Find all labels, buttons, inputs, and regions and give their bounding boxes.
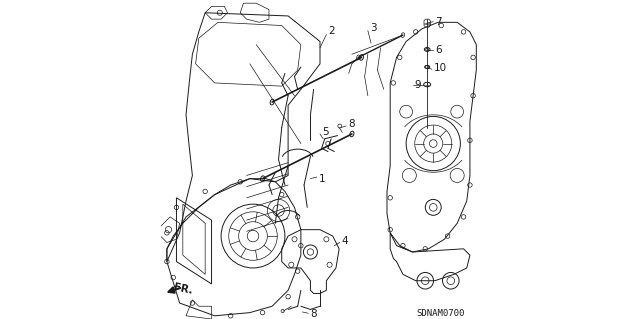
Text: 3: 3	[371, 23, 377, 33]
Text: SDNAM0700: SDNAM0700	[417, 309, 465, 318]
Text: 6: 6	[435, 45, 442, 56]
Text: FR.: FR.	[173, 282, 194, 296]
Text: 4: 4	[342, 236, 348, 246]
Text: 7: 7	[435, 17, 442, 27]
Text: 8: 8	[348, 119, 355, 130]
Text: 9: 9	[415, 80, 421, 91]
Text: 2: 2	[328, 26, 335, 36]
Text: 5: 5	[322, 127, 328, 137]
Text: 10: 10	[434, 63, 447, 73]
Text: 1: 1	[319, 174, 326, 184]
Text: 8: 8	[310, 309, 317, 319]
